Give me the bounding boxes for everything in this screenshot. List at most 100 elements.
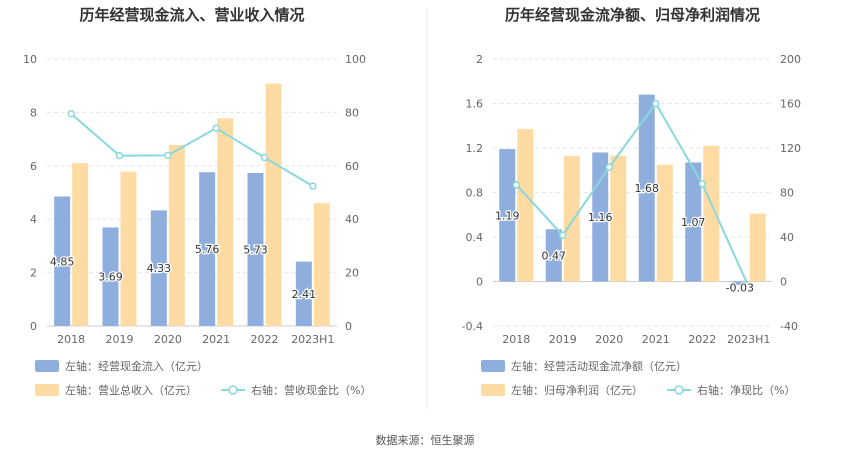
bar-data-label: 5.73	[243, 244, 268, 257]
legend-swatch-series-2	[481, 384, 505, 396]
x-axis-tick: 2019	[106, 333, 134, 346]
bar-series-2	[517, 129, 534, 282]
bar-series-1	[545, 229, 562, 282]
bar-series-2	[313, 203, 330, 326]
x-axis-tick: 2021	[202, 333, 230, 346]
left-axis-tick: 4	[30, 213, 37, 226]
right-axis-tick: 60	[345, 160, 359, 173]
x-axis-tick: 2020	[595, 333, 623, 346]
left-axis-tick: 0	[476, 276, 483, 289]
line-point	[652, 99, 660, 108]
left-axis-tick: 10	[23, 53, 37, 66]
right-axis-tick: 100	[345, 53, 366, 66]
line-point	[212, 124, 220, 132]
bar-data-label: 1.16	[588, 211, 613, 224]
legend-label-series-3: 右轴：营收现金比（%）	[251, 383, 371, 397]
left-axis-tick: 8	[30, 106, 37, 119]
data-source-label: 数据来源：恒生聚源	[376, 433, 475, 447]
right-axis-tick: 0	[780, 276, 787, 289]
bar-series-1	[638, 94, 655, 282]
legend-label-series-2: 左轴：归母净利润（亿元）	[511, 383, 643, 397]
left-axis-tick: 2	[30, 267, 37, 280]
bar-series-2	[610, 155, 627, 282]
right-axis-tick: 200	[780, 53, 801, 66]
legend-label-series-1: 左轴：经营现金流入（亿元）	[65, 359, 208, 373]
bar-series-1	[247, 173, 264, 326]
legend-swatch-series-1	[35, 360, 59, 372]
bar-series-2	[168, 144, 185, 326]
x-axis-tick: 2023H1	[291, 333, 334, 346]
bar-series-2	[703, 145, 720, 282]
chart-net-cashflow-profit: 历年经营现金流净额、归母净利润情况 -0.4 0 0.4 0.8 1.2 1.6 2 -40 0 4…	[462, 6, 801, 397]
left-axis-tick: 0.4	[466, 231, 484, 244]
left-axis-tick: 6	[30, 160, 37, 173]
right-axis-tick: 80	[345, 106, 359, 119]
right-axis-tick: 20	[345, 267, 359, 280]
bar-series-1	[295, 261, 312, 326]
bar-series-2	[563, 155, 580, 282]
legend-swatch-series-1	[481, 360, 505, 372]
line-point	[164, 151, 172, 160]
x-axis-tick: 2021	[642, 333, 670, 346]
left-axis-tick: 1.6	[466, 98, 484, 111]
left-axis-tick: 0.8	[466, 187, 484, 200]
right-axis-tick: 40	[345, 213, 359, 226]
bar-series-2	[120, 171, 137, 326]
line-point	[67, 109, 75, 118]
chart-title: 历年经营现金流入、营业收入情况	[79, 6, 304, 24]
line-point	[698, 180, 706, 188]
right-axis-tick: -40	[780, 320, 798, 333]
bar-series-1	[731, 281, 748, 285]
bar-series-1	[150, 210, 167, 326]
line-series-3	[515, 101, 750, 288]
legend-swatch-series-2	[35, 384, 59, 396]
bar-series-2	[749, 213, 766, 282]
x-axis-tick: 2022	[251, 333, 279, 346]
bar-series-2	[217, 118, 234, 326]
line-point	[605, 163, 613, 171]
bar-series-2	[72, 163, 89, 326]
bar-data-label: 5.76	[195, 243, 220, 256]
bar-series-1	[685, 162, 702, 282]
line-point	[745, 283, 753, 291]
line-point	[309, 182, 317, 190]
x-axis-tick: 2020	[154, 333, 182, 346]
right-axis-tick: 40	[780, 231, 794, 244]
line-series-3	[70, 112, 314, 187]
bar-series-1	[102, 227, 119, 326]
x-axis-tick: 2022	[688, 333, 716, 346]
legend-swatch-point	[674, 385, 684, 395]
bar-data-label: 4.85	[50, 255, 75, 268]
right-axis-tick: 80	[780, 187, 794, 200]
bar-data-label: 2.41	[292, 288, 317, 301]
bar-data-label: 1.68	[635, 182, 660, 195]
legend-label-series-1: 左轴：经营活动现金流净额（亿元）	[511, 359, 687, 373]
line-point	[512, 181, 520, 189]
bar-data-label: 4.33	[147, 262, 172, 275]
line-point	[559, 231, 567, 239]
line-point	[260, 153, 269, 162]
left-axis-tick: 1.2	[466, 142, 484, 155]
left-axis-tick: 0	[30, 320, 37, 333]
bar-series-1	[54, 196, 71, 326]
legend-swatch-point	[228, 385, 238, 395]
bar-series-1	[499, 149, 516, 282]
bar-data-label: 1.19	[495, 209, 520, 222]
x-axis-tick: 2018	[57, 333, 85, 346]
bar-data-label: 3.69	[98, 271, 123, 284]
bar-series-2	[656, 164, 673, 282]
bar-data-label: -0.03	[726, 282, 754, 295]
right-axis-tick: 0	[345, 320, 352, 333]
left-axis-tick: -0.4	[462, 320, 483, 333]
left-axis-tick: 2	[476, 53, 483, 66]
bar-series-2	[265, 83, 282, 327]
x-axis-tick: 2019	[549, 333, 577, 346]
right-axis-tick: 160	[780, 98, 801, 111]
legend-label-series-2: 左轴：营业总收入（亿元）	[65, 383, 197, 397]
legend-label-series-3: 右轴：净现比（%）	[697, 383, 795, 397]
bar-data-label: 1.07	[681, 216, 706, 229]
x-axis-tick: 2023H1	[727, 333, 770, 346]
bar-series-1	[199, 172, 216, 326]
